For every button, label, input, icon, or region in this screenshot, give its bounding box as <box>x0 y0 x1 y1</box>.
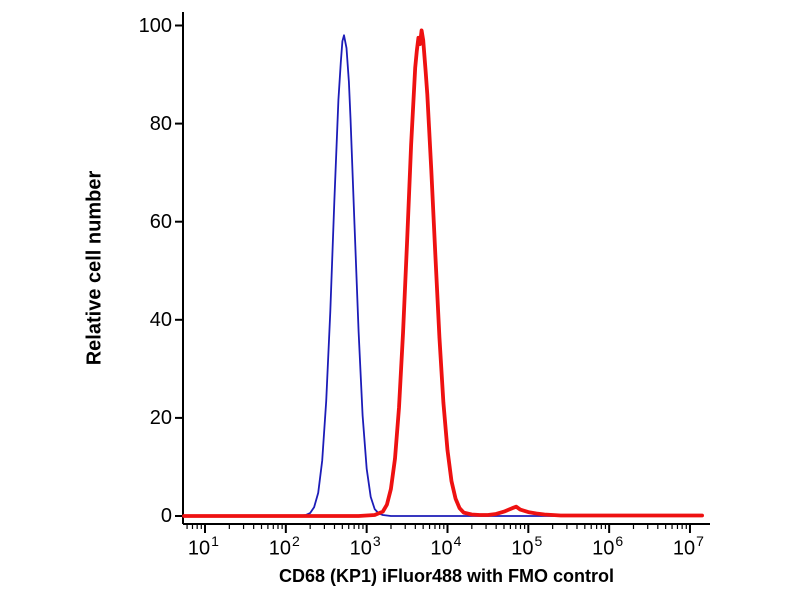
y-tick-label: 60 <box>149 210 172 233</box>
x-tick-label: 101 <box>187 532 219 560</box>
x-tick-label: 102 <box>268 532 300 560</box>
y-tick-label: 100 <box>138 14 172 37</box>
x-axis-title: CD68 (KP1) iFluor488 with FMO control <box>278 566 615 586</box>
y-axis-tick-labels: 0 20 40 60 80 100 <box>118 0 172 600</box>
x-tick-label: 103 <box>349 532 381 560</box>
y-tick-label: 0 <box>160 505 172 527</box>
x-tick-label: 107 <box>672 532 704 560</box>
x-tick-label: 106 <box>592 532 624 560</box>
series-curve-1 <box>182 28 704 518</box>
y-axis-title: Relative cell number <box>83 170 106 366</box>
y-tick-label: 80 <box>149 112 172 135</box>
x-tick-label: 105 <box>511 532 543 560</box>
y-tick-label: 20 <box>149 406 172 429</box>
y-tick-label: 40 <box>149 308 172 331</box>
x-tick-label: 104 <box>430 532 462 560</box>
